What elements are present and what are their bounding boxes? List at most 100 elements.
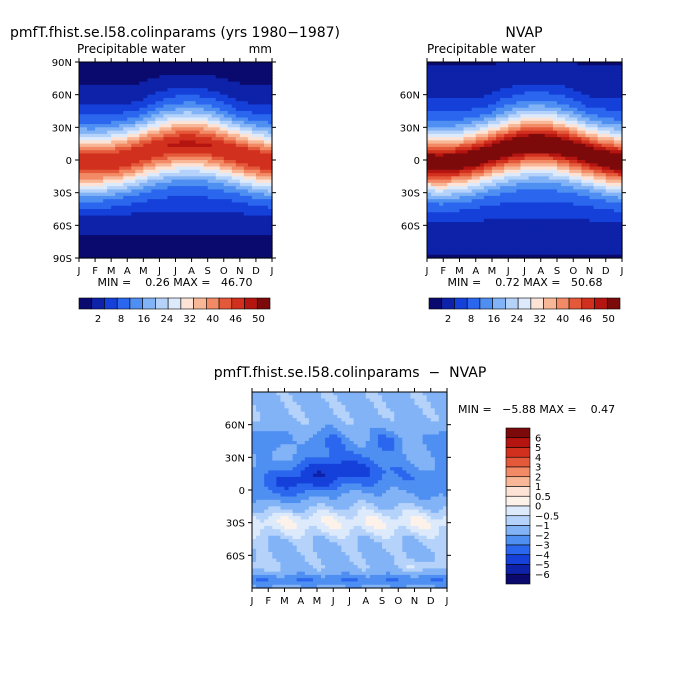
field-cell <box>255 111 261 115</box>
field-cell <box>191 91 197 96</box>
field-cell <box>147 192 152 197</box>
field-cell <box>528 75 534 79</box>
field-cell <box>267 78 273 83</box>
field-cell <box>163 238 169 243</box>
field-cell <box>183 231 189 236</box>
field-cell <box>163 235 169 239</box>
field-cell <box>443 68 448 73</box>
field-cell <box>463 78 469 83</box>
field-cell <box>135 241 140 246</box>
field-cell <box>83 111 88 115</box>
field-cell <box>215 205 221 210</box>
field-cell <box>119 75 124 79</box>
field-cell <box>255 133 261 138</box>
field-cell <box>155 91 161 96</box>
field-cell <box>427 75 432 79</box>
field-cell <box>195 209 201 213</box>
field-cell <box>223 75 229 79</box>
field-cell <box>227 81 233 86</box>
field-cell <box>167 179 173 184</box>
field-cell <box>147 218 152 223</box>
field-cell <box>243 71 249 76</box>
field-cell <box>459 71 465 76</box>
field-cell <box>183 215 189 220</box>
field-cell <box>195 117 201 122</box>
field-cell <box>251 140 257 145</box>
field-cell <box>163 176 169 181</box>
field-cell <box>251 81 257 86</box>
colorbar-swatch <box>231 297 245 310</box>
field-cell <box>83 192 88 197</box>
field-cell <box>219 179 225 184</box>
field-cell <box>247 222 253 226</box>
field-cell <box>516 71 522 76</box>
field-cell <box>95 75 100 79</box>
field-cell <box>227 62 233 66</box>
field-cell <box>207 218 213 223</box>
field-cell <box>143 94 148 99</box>
field-cell <box>91 140 96 145</box>
field-cell <box>483 75 489 79</box>
field-cell <box>151 117 156 122</box>
field-cell <box>79 146 84 151</box>
field-cell <box>175 88 181 92</box>
field-cell <box>227 238 233 243</box>
field-cell <box>227 111 233 115</box>
field-cell <box>263 75 269 79</box>
field-cell <box>239 97 245 102</box>
field-cell <box>171 244 177 249</box>
field-cell <box>135 130 140 135</box>
field-cell <box>103 195 108 200</box>
field-cell <box>147 228 152 233</box>
field-cell <box>223 186 229 190</box>
field-cell <box>211 127 217 132</box>
field-cell <box>163 111 169 115</box>
field-cell <box>251 117 257 122</box>
field-cell <box>103 205 108 210</box>
field-cell <box>175 231 181 236</box>
field-cell <box>227 114 233 119</box>
field-cell <box>187 195 193 200</box>
field-cell <box>263 182 269 187</box>
field-cell <box>263 120 269 125</box>
field-cell <box>263 94 269 99</box>
field-cell <box>219 133 225 138</box>
field-cell <box>191 169 197 174</box>
field-cell <box>103 166 108 171</box>
field-cell <box>259 81 265 86</box>
field-cell <box>191 117 197 122</box>
field-cell <box>95 192 100 197</box>
field-cell <box>223 189 229 194</box>
field-cell <box>267 127 273 132</box>
field-cell <box>95 101 100 106</box>
field-cell <box>235 91 241 96</box>
field-cell <box>79 199 84 204</box>
field-cell <box>135 248 140 253</box>
field-cell <box>155 130 161 135</box>
field-cell <box>119 65 124 70</box>
field-cell <box>127 228 132 233</box>
field-cell <box>139 88 144 92</box>
field-cell <box>211 212 217 217</box>
field-cell <box>143 182 148 187</box>
field-cell <box>179 81 185 86</box>
field-cell <box>107 88 112 92</box>
field-cell <box>219 192 225 197</box>
field-cell <box>259 101 265 106</box>
field-cell <box>83 248 88 253</box>
field-cell <box>183 212 189 217</box>
field-cell <box>139 212 144 217</box>
field-cell <box>235 104 241 109</box>
field-cell <box>111 130 116 135</box>
field-cell <box>211 133 217 138</box>
field-cell <box>99 94 104 99</box>
field-cell <box>175 199 181 204</box>
field-cell <box>255 107 261 112</box>
field-cell <box>207 244 213 249</box>
field-cell <box>219 166 225 171</box>
field-cell <box>91 104 96 109</box>
field-cell <box>255 235 261 239</box>
field-cell <box>99 130 104 135</box>
field-cell <box>609 71 615 76</box>
field-cell <box>111 143 116 148</box>
